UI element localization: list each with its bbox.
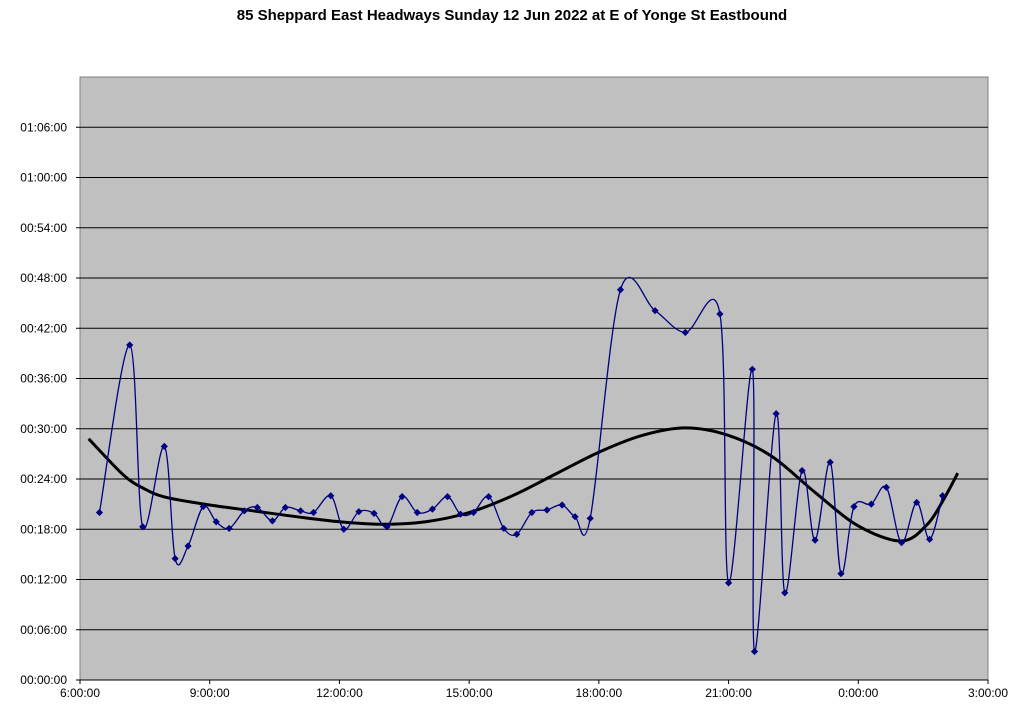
headway-point (160, 442, 168, 450)
headway-point (398, 492, 406, 501)
x-tick-label: 0:00:00 (838, 686, 878, 700)
headway-point (586, 514, 594, 522)
series-layer (87, 276, 960, 656)
headway-point (897, 539, 906, 547)
x-tick-label: 3:00:00 (968, 686, 1008, 700)
headway-point (939, 492, 947, 500)
gridlines (80, 126, 988, 631)
headway-point (528, 508, 536, 517)
headway-point (826, 458, 834, 466)
headway-point (268, 517, 277, 525)
headway-point (798, 467, 806, 475)
y-tick-label: 00:06:00 (20, 623, 67, 637)
headway-point (253, 503, 261, 512)
headway-point (456, 510, 465, 518)
headway-point (199, 503, 207, 511)
headway-point (772, 410, 780, 418)
headway-point (837, 570, 845, 578)
headway-point (383, 523, 391, 531)
headway-point (340, 525, 348, 533)
headway-point (139, 523, 147, 531)
headway-point (500, 524, 508, 533)
headway-point (781, 589, 789, 597)
y-tick-label: 01:00:00 (20, 171, 67, 185)
headway-point (171, 554, 179, 563)
headway-point (926, 535, 934, 543)
headway-point (543, 506, 551, 514)
headway-point (370, 509, 378, 517)
x-tick-labels: 6:00:00 9:00:00 12:00:00 15:00:00 18:00:00 21… (60, 680, 1008, 700)
headway-point (443, 492, 452, 501)
chart-title: 85 Sheppard East Headways Sunday 12 Jun … (236, 7, 788, 24)
y-tick-labels: 00:00:00 00:06:00 00:12:00 00:18:00 00:24:00… (20, 120, 80, 687)
headway-point (811, 536, 819, 544)
x-tick-label: 9:00:00 (190, 686, 230, 700)
headway-point (240, 507, 248, 515)
y-tick-label: 00:18:00 (20, 522, 67, 536)
y-tick-label: 00:00:00 (20, 673, 67, 687)
trend-line (87, 426, 960, 543)
x-tick-label: 18:00:00 (575, 686, 622, 700)
headway-point (309, 508, 318, 517)
headway-point (95, 508, 104, 517)
headway-point (882, 483, 890, 491)
headway-point (225, 524, 233, 533)
headway-point (327, 492, 335, 500)
y-tick-label: 00:36:00 (20, 372, 67, 386)
y-tick-label: 00:24:00 (20, 472, 67, 486)
headway-point (184, 542, 192, 550)
x-tick-label: 12:00:00 (316, 686, 363, 700)
headway-point (681, 328, 689, 337)
headway-point (281, 503, 289, 512)
y-tick-label: 00:42:00 (20, 321, 67, 335)
headway-point (724, 579, 733, 587)
headway-point (651, 307, 659, 315)
y-tick-label: 01:06:00 (20, 120, 67, 134)
x-tick-label: 6:00:00 (60, 686, 100, 700)
headway-point (126, 341, 134, 349)
headway-point (913, 498, 921, 507)
headway-point (212, 518, 220, 526)
headway-point (428, 505, 436, 513)
headway-point (355, 508, 363, 516)
headway-point (748, 365, 756, 373)
headway-point (616, 286, 625, 294)
headway-point (413, 508, 421, 517)
headway-point (469, 508, 478, 517)
headway-point (558, 501, 566, 509)
y-tick-label: 00:48:00 (20, 271, 67, 285)
headway-point (485, 492, 493, 501)
y-tick-label: 00:30:00 (20, 422, 67, 436)
y-tick-label: 00:54:00 (20, 221, 67, 235)
headway-point (571, 513, 579, 521)
x-tick-label: 15:00:00 (446, 686, 493, 700)
headway-point (867, 500, 875, 508)
y-tick-label: 00:12:00 (20, 573, 67, 587)
headway-point (716, 310, 724, 318)
headway-point (750, 647, 759, 656)
headway-point (513, 530, 521, 538)
headway-point (850, 503, 858, 511)
headway-point (296, 507, 305, 515)
x-tick-label: 21:00:00 (705, 686, 752, 700)
